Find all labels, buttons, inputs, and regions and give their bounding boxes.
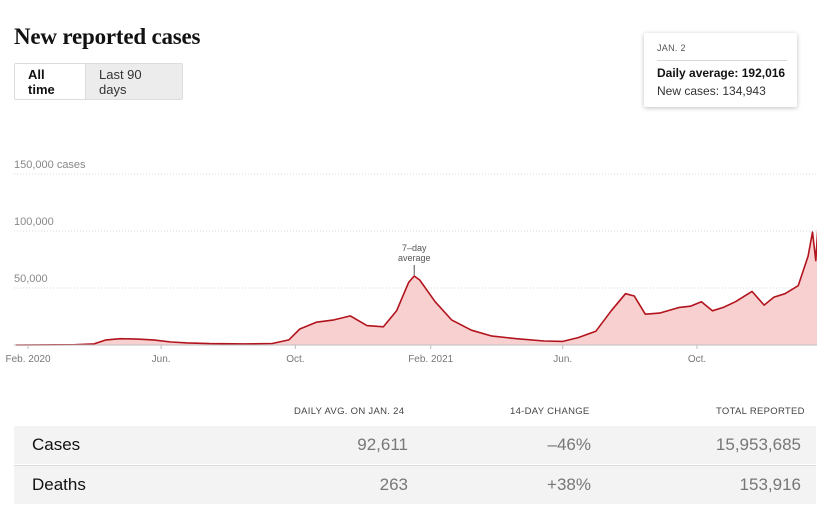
series-area: [15, 232, 817, 345]
deaths-14-day-change: +38%: [547, 475, 591, 494]
tooltip-new-cases-value: 134,943: [722, 84, 766, 98]
cases-row: Cases 92,611 –46% 15,953,685: [14, 426, 816, 464]
table-row-divider: [14, 465, 816, 466]
time-range-toggle: All time Last 90 days: [14, 63, 183, 100]
tooltip-new-cases-label: New cases:: [657, 84, 723, 98]
deaths-row-label: Deaths: [32, 475, 86, 494]
chart-title: New reported cases: [14, 24, 201, 49]
x-tick-label-1: Jun.: [152, 354, 171, 365]
tooltip-daily-average-value: 192,016: [741, 66, 786, 80]
annotation-line1: 7–day: [402, 243, 427, 253]
series-line: [15, 228, 817, 346]
x-tick-label-4: Jun.: [553, 354, 572, 365]
cases-row-label: Cases: [32, 435, 81, 454]
x-tick-label-0: Feb. 2020: [5, 354, 50, 365]
header-14-day-change: 14-DAY CHANGE: [510, 406, 590, 417]
x-tick-label-5: Oct.: [688, 354, 706, 365]
deaths-total: 153,916: [739, 475, 801, 494]
last-90-days-button[interactable]: Last 90 days: [85, 64, 182, 99]
x-tick-label-2: Oct.: [286, 354, 304, 365]
y-tick-label-2: 150,000 cases: [14, 159, 86, 171]
y-tick-label-0: 50,000: [14, 273, 48, 285]
y-tick-label-1: 100,000: [14, 216, 54, 228]
tooltip-daily-average: Daily average: 192,016: [657, 66, 785, 80]
cases-daily-avg: 92,611: [357, 435, 408, 454]
tooltip-daily-average-label: Daily average:: [657, 66, 742, 80]
deaths-daily-avg: 263: [379, 475, 408, 494]
tooltip-new-cases: New cases: 134,943: [657, 84, 766, 98]
deaths-row: Deaths 263 +38% 153,916: [14, 466, 816, 504]
chart-tooltip: JAN. 2 Daily average: 192,016 New cases:…: [644, 33, 797, 107]
tooltip-date: JAN. 2: [657, 43, 686, 53]
all-time-button[interactable]: All time: [15, 64, 85, 99]
header-daily-avg: DAILY AVG. ON JAN. 24: [294, 406, 405, 417]
cases-14-day-change: –46%: [547, 435, 591, 454]
annotation-line2: average: [398, 253, 431, 263]
cases-total: 15,953,685: [715, 435, 801, 454]
x-tick-label-3: Feb. 2021: [408, 354, 453, 365]
cases-chart: 50,000 100,000 150,000 cases Feb. 2020 Jun. O…: [5, 159, 817, 365]
header-total-reported: TOTAL REPORTED: [716, 406, 805, 417]
tooltip-divider: [657, 60, 787, 61]
